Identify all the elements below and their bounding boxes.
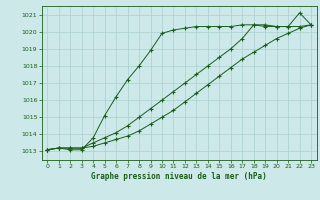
X-axis label: Graphe pression niveau de la mer (hPa): Graphe pression niveau de la mer (hPa) — [91, 172, 267, 181]
